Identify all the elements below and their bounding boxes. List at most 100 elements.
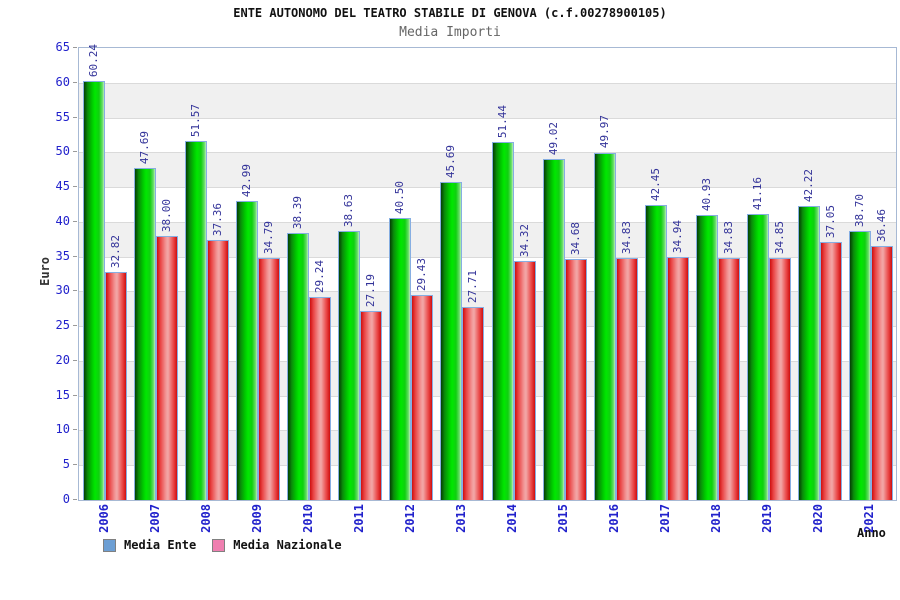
gridline — [79, 291, 896, 293]
y-axis-tick-mark — [73, 47, 77, 48]
media-ente-bar-2014 — [491, 142, 514, 500]
media-ente-bar-2007 — [134, 168, 157, 500]
legend-item-media-ente: Media Ente — [103, 538, 196, 552]
bar-value-label: 38.00 — [160, 198, 174, 232]
bar-value-label: 37.36 — [211, 203, 225, 237]
media-nazionale-bar-2019 — [768, 257, 791, 500]
bar-value-label: 60.24 — [87, 43, 100, 78]
y-axis-tick-mark — [73, 81, 77, 83]
legend: Media Ente Media Nazionale — [103, 538, 342, 552]
x-axis-tick-label-2011: 2011 — [351, 504, 366, 533]
y-axis-tick-label: 5 — [62, 457, 70, 472]
media-nazionale-bar-2011 — [360, 310, 383, 500]
bar-value-label: 42.22 — [801, 169, 815, 203]
media-ente-bar-2019 — [746, 213, 769, 500]
media-nazionale-bar-2015 — [564, 258, 587, 500]
gridline — [79, 221, 896, 223]
bar-value-label: 34.68 — [568, 221, 582, 255]
y-axis-tick-label: 45 — [55, 179, 70, 194]
gridline — [79, 395, 896, 397]
media-nazionale-bar-2020 — [819, 242, 842, 500]
bar-value-label: 51.44 — [495, 105, 509, 139]
x-axis-tick-label-2018: 2018 — [709, 504, 724, 533]
media-nazionale-bar-2006 — [105, 271, 127, 500]
x-axis-tick-label-2020: 2020 — [811, 504, 826, 533]
media-ente-bar-2020 — [797, 206, 820, 500]
y-axis-tick-mark — [73, 499, 77, 500]
y-axis-tick-mark — [73, 220, 77, 222]
y-axis-tick-label: 0 — [62, 492, 70, 506]
gridline — [79, 117, 896, 119]
legend-label-media-nazionale: Media Nazionale — [233, 538, 342, 552]
x-axis-tick-label-2014: 2014 — [505, 504, 520, 533]
bar-value-label: 37.05 — [823, 205, 837, 239]
chart-title: ENTE AUTONOMO DEL TEATRO STABILE DI GENO… — [233, 6, 667, 20]
x-axis-label: Anno — [857, 526, 886, 540]
x-axis-tick-label-2006: 2006 — [96, 504, 111, 533]
media-nazionale-bar-2009 — [258, 258, 281, 500]
bar-value-label: 40.93 — [699, 178, 713, 212]
y-axis-tick-mark — [73, 255, 77, 257]
x-axis-tick-label-2012: 2012 — [402, 504, 417, 533]
x-axis-tick-label-2016: 2016 — [607, 504, 622, 533]
y-axis-tick-label: 40 — [55, 213, 70, 228]
legend-item-media-nazionale: Media Nazionale — [212, 538, 342, 552]
media-ente-swatch-icon — [103, 538, 116, 552]
media-ente-bar-2009 — [236, 201, 259, 500]
bar-value-label: 49.97 — [597, 115, 611, 149]
media-nazionale-bar-2010 — [309, 296, 332, 500]
bar-value-label: 41.16 — [750, 176, 764, 210]
legend-label-media-ente: Media Ente — [124, 538, 197, 552]
bar-value-label: 42.45 — [648, 167, 662, 201]
bar-value-label: 34.83 — [619, 220, 633, 254]
media-ente-bar-2006 — [83, 81, 105, 500]
x-axis-tick-label-2008: 2008 — [198, 504, 213, 533]
bar-value-label: 45.69 — [444, 145, 458, 179]
media-ente-bar-2010 — [287, 233, 310, 500]
y-axis-tick-label: 20 — [55, 352, 70, 367]
y-axis-tick-label: 50 — [55, 144, 70, 159]
x-axis-tick-label-2019: 2019 — [760, 504, 775, 533]
media-ente-bar-2016 — [593, 152, 616, 500]
gridline — [79, 187, 896, 189]
media-ente-bar-2011 — [338, 231, 361, 500]
media-ente-bar-2017 — [644, 204, 667, 500]
x-axis-tick-label-2010: 2010 — [300, 504, 315, 533]
y-axis-tick-label: 60 — [55, 74, 70, 89]
y-axis-tick-label: 25 — [55, 318, 70, 333]
bar-value-label: 38.63 — [342, 194, 356, 228]
media-nazionale-bar-2016 — [615, 257, 638, 500]
gridline — [79, 465, 896, 467]
y-axis-tick-label: 10 — [55, 422, 70, 437]
media-nazionale-bar-2013 — [462, 307, 485, 500]
plot-band — [79, 117, 896, 153]
media-ente-bar-2021 — [848, 230, 871, 500]
bar-value-label: 34.94 — [670, 219, 684, 254]
y-axis-tick-mark — [73, 464, 77, 466]
media-ente-bar-2018 — [695, 215, 718, 500]
bar-value-label: 49.02 — [546, 122, 560, 156]
x-axis-tick-label-2017: 2017 — [658, 504, 673, 533]
gridline — [79, 360, 896, 362]
plot-area: 60.24 32.82 47.69 38.00 51.57 37.36 42.99 34.79… — [78, 43, 897, 501]
gridline — [79, 256, 896, 258]
bar-value-label: 34.83 — [721, 220, 735, 254]
media-nazionale-bar-2014 — [513, 261, 536, 500]
bar-value-label: 47.69 — [138, 131, 152, 165]
bar-value-label: 27.71 — [466, 270, 480, 304]
bar-value-label: 34.85 — [772, 220, 786, 254]
gridline — [79, 430, 896, 432]
media-ente-bar-2008 — [185, 141, 208, 500]
y-axis-tick-mark — [73, 186, 77, 188]
y-axis-tick-mark — [73, 359, 77, 361]
y-axis-tick-label: 35 — [55, 248, 70, 263]
y-axis-tick-label: 65 — [55, 40, 70, 54]
y-axis-tick-mark — [73, 116, 77, 118]
media-nazionale-bar-2017 — [666, 257, 689, 500]
media-ente-bar-2015 — [542, 159, 565, 500]
y-axis-tick-mark — [73, 429, 77, 431]
bar-value-label: 29.24 — [313, 259, 327, 293]
plot-band — [79, 152, 896, 188]
bar-value-label: 27.19 — [364, 273, 378, 307]
